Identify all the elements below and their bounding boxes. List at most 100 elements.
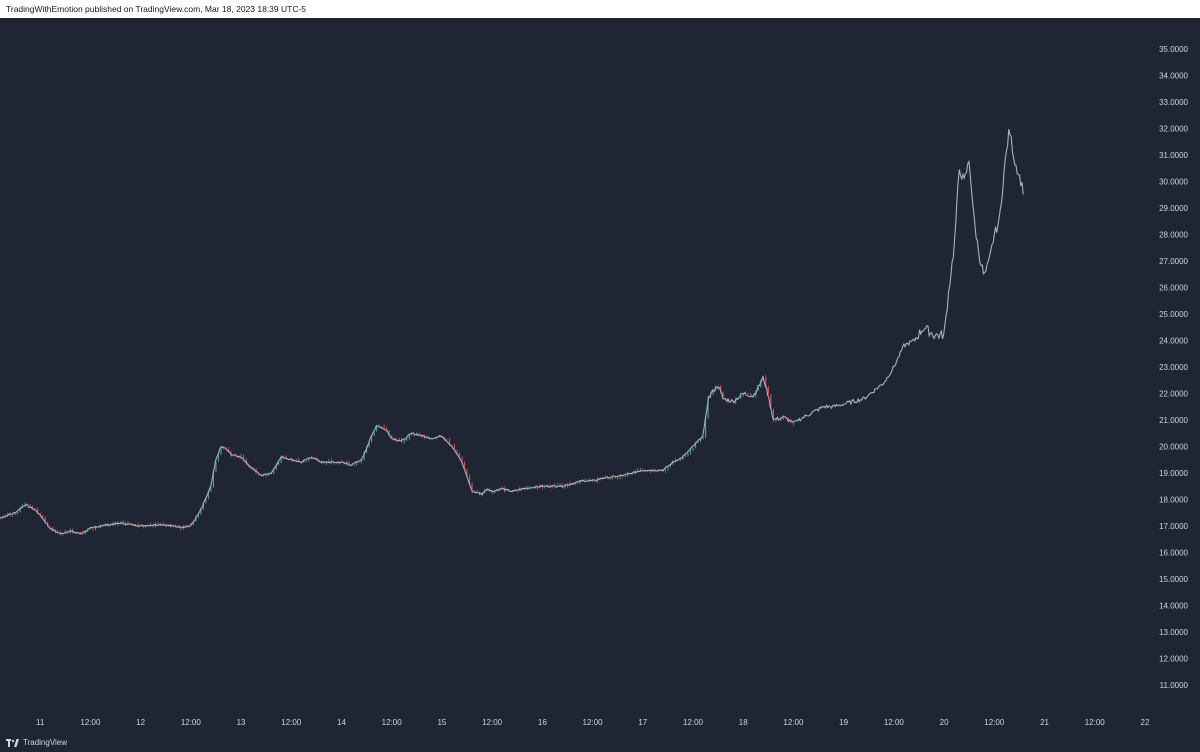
candle-body: [421, 434, 423, 437]
candle-body: [381, 426, 383, 428]
candle-body: [747, 393, 749, 395]
candle-body: [34, 508, 36, 510]
candle-body: [672, 461, 674, 465]
candle-body: [760, 380, 762, 388]
candle-body: [639, 469, 641, 471]
candle-body: [253, 467, 255, 469]
candle-body: [112, 523, 114, 526]
candle-body: [544, 487, 546, 488]
candle-body: [627, 473, 629, 477]
x-tick-label: 12:00: [80, 718, 101, 727]
candle-body: [551, 486, 554, 488]
candle-body: [669, 464, 672, 467]
candle-body: [697, 441, 699, 443]
candle-body: [740, 396, 742, 399]
candle-body: [599, 479, 601, 480]
candle-body: [275, 464, 277, 470]
candle-body: [386, 428, 388, 431]
candle-body: [202, 502, 204, 509]
candle-body: [94, 526, 97, 530]
candle-body: [283, 456, 285, 457]
candle-body: [594, 481, 596, 483]
y-tick-label: 28.0000: [1159, 230, 1188, 239]
publish-info-text: TradingWithEmotion published on TradingV…: [6, 4, 307, 14]
candle-body: [782, 417, 785, 420]
candle-body: [393, 437, 395, 441]
candle-body: [303, 460, 305, 463]
y-tick-label: 33.0000: [1159, 98, 1188, 107]
candle-body: [371, 435, 373, 442]
candle-body: [521, 489, 523, 490]
candle-body: [679, 459, 682, 461]
y-tick-label: 26.0000: [1159, 283, 1188, 292]
footer-logo[interactable]: TradingView: [6, 738, 67, 748]
x-tick-label: 12:00: [984, 718, 1005, 727]
candle-body: [388, 430, 390, 436]
candle-body: [137, 523, 139, 527]
candle-body: [278, 462, 280, 465]
y-tick-label: 20.0000: [1159, 442, 1188, 451]
y-tick-label: 27.0000: [1159, 257, 1188, 266]
candle-body: [124, 522, 127, 525]
candle-body: [320, 460, 322, 462]
candle-body: [27, 503, 29, 505]
candle-body: [157, 523, 159, 525]
candle-body: [687, 453, 689, 456]
candle-body: [750, 393, 752, 396]
candle-body: [24, 503, 26, 506]
candle-body: [772, 408, 774, 421]
chart-area[interactable]: 35.0000 34.0000 33.0000 32.0000 31.0000 30.00…: [0, 18, 1200, 734]
candle-body: [411, 434, 413, 435]
candle-body: [363, 452, 365, 460]
x-tick-label: 19: [839, 718, 848, 727]
candle-body: [232, 455, 235, 457]
candle-body: [398, 438, 400, 441]
candle-body: [235, 456, 237, 458]
candle-body: [288, 458, 290, 460]
y-tick-label: 15.0000: [1159, 575, 1188, 584]
candle-body: [192, 521, 194, 526]
candle-body: [438, 436, 441, 438]
candle-body: [44, 517, 46, 523]
candle-body: [770, 394, 772, 409]
candle-body: [637, 470, 639, 472]
candle-body: [614, 477, 616, 479]
candle-body: [463, 462, 466, 470]
candle-body: [42, 514, 44, 518]
candle-body: [418, 433, 420, 435]
candle-body: [172, 526, 174, 528]
candle-body: [37, 508, 39, 514]
candle-body: [609, 478, 611, 480]
candle-body: [722, 392, 724, 399]
candle-body: [212, 471, 215, 488]
candle-body: [383, 426, 385, 429]
candle-body: [451, 445, 453, 446]
candle-body: [607, 478, 609, 480]
footer-bar: TradingView: [0, 734, 1200, 752]
x-tick-label: 21: [1040, 718, 1049, 727]
candle-body: [765, 376, 767, 388]
candle-body: [160, 523, 162, 525]
y-tick-label: 18.0000: [1159, 495, 1188, 504]
y-tick-label: 25.0000: [1159, 310, 1188, 319]
candle-body: [664, 469, 666, 471]
candle-body: [335, 462, 338, 464]
candle-body: [305, 460, 307, 462]
tradingview-logo-icon: [6, 739, 19, 747]
x-tick-label: 20: [940, 718, 949, 727]
candle-body: [167, 524, 169, 526]
candle-body: [471, 483, 473, 492]
candle-body: [682, 455, 684, 460]
candle-body: [775, 420, 777, 421]
candle-body: [644, 471, 646, 472]
candle-body: [556, 484, 559, 486]
candle-body: [506, 490, 508, 492]
candle-body: [162, 523, 164, 525]
candle-body: [240, 455, 242, 458]
y-tick-label: 11.0000: [1160, 681, 1189, 690]
price-chart[interactable]: 35.0000 34.0000 33.0000 32.0000 31.0000 30.00…: [0, 18, 1200, 734]
candle-body: [715, 389, 717, 391]
candle-body: [323, 461, 325, 464]
candle-body: [119, 521, 122, 523]
candle-body: [19, 507, 21, 513]
